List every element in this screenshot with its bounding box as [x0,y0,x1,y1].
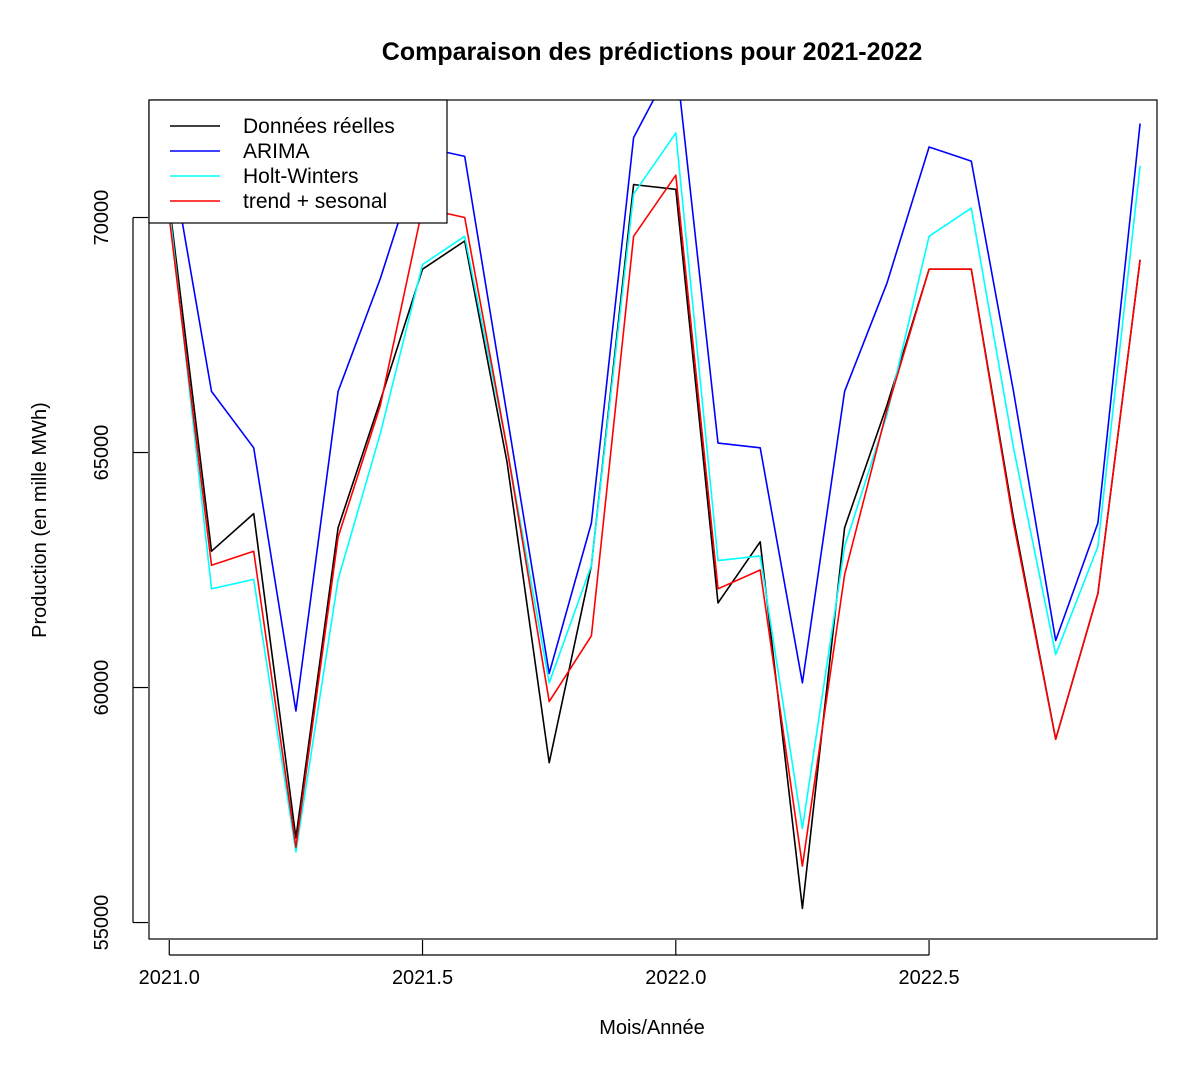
series-group [168,100,1141,910]
legend-label-3: trend + sesonal [243,190,387,213]
y-tick-label: 70000 [91,190,113,246]
series-line-2 [168,132,1141,853]
x-tick-label: 2021.0 [139,967,200,989]
y-tick-label: 60000 [91,660,113,716]
series-line-0 [168,183,1141,910]
legend-label-0: Données réelles [243,115,395,138]
legend-label-1: ARIMA [243,140,310,163]
chart-title: Comparaison des prédictions pour 2021-20… [382,38,922,66]
y-tick-label: 65000 [91,425,113,481]
x-tick-label: 2022.5 [898,967,959,989]
series-line-1 [168,100,1141,712]
plot-frame [148,99,1158,940]
x-axis-label: Mois/Année [599,1017,705,1039]
y-tick-label: 55000 [91,895,113,951]
series-line-3 [168,174,1141,867]
x-axis: 2021.0 2021.5 2022.0 2022.5 [139,940,960,989]
y-axis-label: Production (en mille MWh) [29,402,51,638]
x-tick-label: 2021.5 [392,967,453,989]
legend-box [148,99,448,224]
x-tick-label: 2022.0 [645,967,706,989]
y-axis: 55000 60000 65000 70000 [91,190,148,951]
legend-label-2: Holt-Winters [243,165,359,188]
